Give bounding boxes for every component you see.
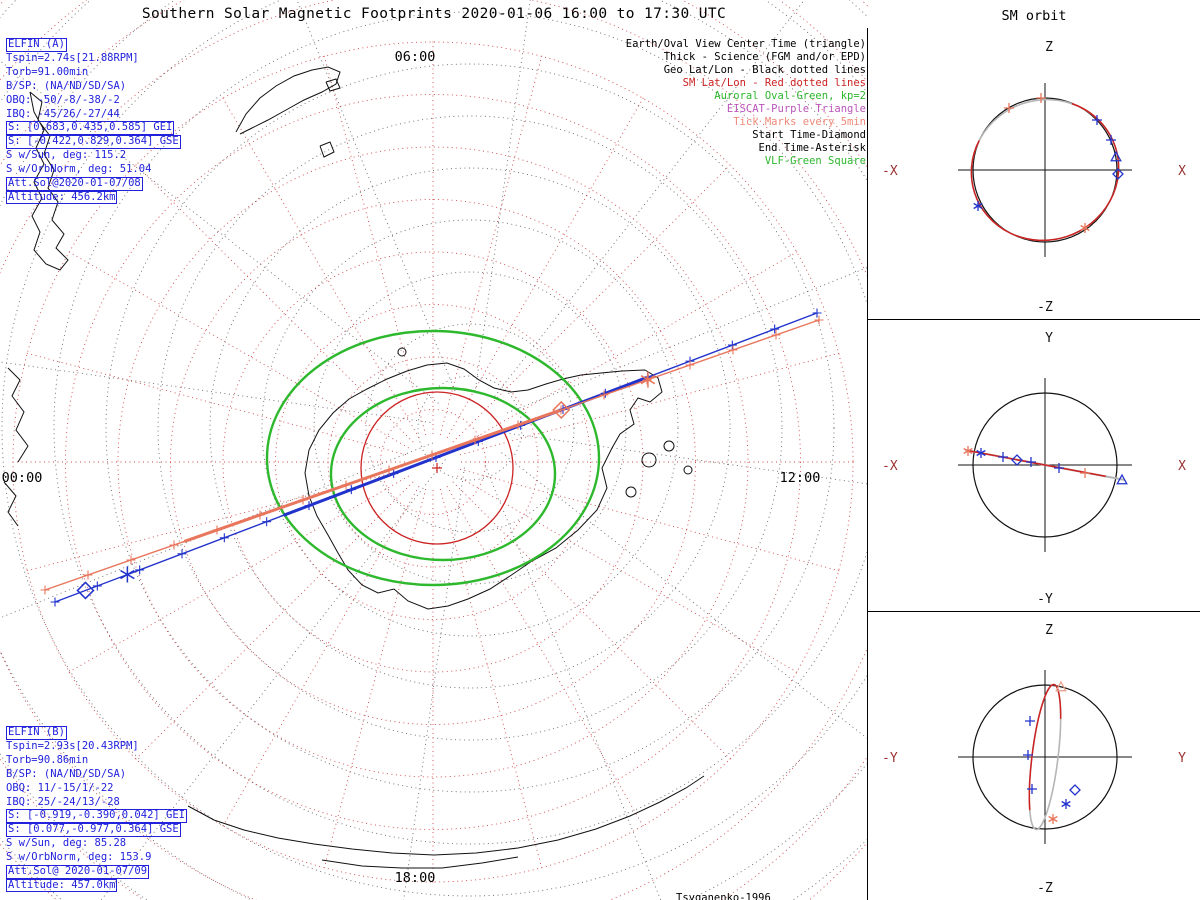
text-line: OBQ: -50/-8/-38/-2 xyxy=(6,93,120,106)
boxed-text-link[interactable]: Altitude: 456.2km xyxy=(6,190,118,205)
orbit-visible-arc xyxy=(968,449,1106,478)
boxed-text-link[interactable]: S: [-0.919,-0.390,0.042] GEI xyxy=(6,809,188,823)
elfin-b-info-block: ELFIN (B) Tspin=2.93s[20.43RPM] Torb=90.86… xyxy=(6,726,188,893)
sm-orbit-panel-xz: Z -Z -X X xyxy=(882,40,1186,315)
text-line: Geo Lat/Lon - Black dotted lines xyxy=(663,64,866,76)
boxed-text-link[interactable]: Altitude: 457.0km xyxy=(6,878,118,893)
footprint-elfin-a xyxy=(50,308,822,607)
boxed-text-link[interactable]: ELFIN (A) xyxy=(6,38,67,52)
earth-circle xyxy=(972,684,1118,830)
axis-label: Y xyxy=(1178,751,1186,766)
polar-footprint-map xyxy=(0,0,868,900)
axis-labels: Y -Y -X X xyxy=(882,331,1186,607)
text-line: Tick Marks every 5min xyxy=(733,116,866,128)
text-line: ELFIN (A) xyxy=(6,38,181,52)
orbit-markers xyxy=(963,446,1128,485)
boxed-text-link[interactable]: ELFIN (B) xyxy=(6,726,67,740)
coastlines xyxy=(3,66,705,869)
orbit-markers xyxy=(1023,680,1081,824)
text-line: S: [-0.919,-0.390,0.042] GEI xyxy=(6,809,188,823)
axis-label: X xyxy=(1178,164,1186,179)
text-line: S w/Sun, deg: 115.2 xyxy=(6,149,127,162)
axis-labels: Z -Z -X X xyxy=(882,40,1186,315)
text-line: S: [0.077,-0.977,0.364] GSE xyxy=(6,823,187,837)
sm-orbit-title: SM orbit xyxy=(1001,8,1067,24)
axis-label: Z xyxy=(1045,623,1053,638)
boxed-text-link[interactable]: Att.Sol@2020-01-07/08 xyxy=(6,177,143,191)
earth-circle xyxy=(972,392,1118,538)
auroral-oval xyxy=(265,329,601,587)
text-line: Tspin=2.93s[20.43RPM] xyxy=(6,739,139,752)
axis-label: -Z xyxy=(1037,300,1053,315)
axis-label: X xyxy=(1178,459,1186,474)
axis-label: -X xyxy=(882,164,898,179)
axes-cross xyxy=(958,670,1132,844)
axis-label: -X xyxy=(882,459,898,474)
column-divider xyxy=(867,28,868,900)
text-line: SM Lat/Lon - Red dotted lines xyxy=(682,77,866,89)
page-title: Southern Solar Magnetic Footprints 2020-… xyxy=(141,6,727,22)
text-line: S w/Sun, deg: 85.28 xyxy=(6,837,127,850)
orbit-visible-arc xyxy=(970,98,1120,242)
boxed-text-link[interactable]: S: [0.683,0.435,0.585] GEI xyxy=(6,121,175,135)
text-line: EISCAT-Purple Triangle xyxy=(726,103,866,115)
axis-label: -Y xyxy=(882,751,898,766)
text-line: Att.Sol@2020-01-07/08 xyxy=(6,177,181,191)
panel-divider-2 xyxy=(867,611,1200,612)
text-line: ELFIN (B) xyxy=(6,726,187,740)
elfin-a-info-block: ELFIN (A) Tspin=2.74s[21.88RPM] Torb=91.00… xyxy=(6,38,181,205)
footer: Tsyganenko-1996 Created: Mon Jan 23 15:1… xyxy=(676,860,885,900)
footprint-elfin-b xyxy=(40,315,824,595)
text-line: B/SP: (NA/ND/SD/SA) xyxy=(6,767,127,780)
text-line: S: [-0.422,0.829,0.364] GSE xyxy=(6,135,181,149)
oval-view-circle xyxy=(360,391,514,545)
text-line: Thick - Science (FGM and/or EPD) xyxy=(663,51,866,63)
text-line: Auroral Oval-Green, kp=2 xyxy=(714,90,866,102)
axis-label: -Y xyxy=(1037,592,1053,607)
panel-divider-1 xyxy=(867,319,1200,320)
text-line: IBQ: 25/-24/13/-28 xyxy=(6,795,120,808)
sm-grid xyxy=(0,0,868,900)
axis-label: Y xyxy=(1045,331,1053,346)
axis-labels: Z -Z -Y Y xyxy=(882,623,1186,896)
axes-cross xyxy=(958,83,1132,257)
text-line: B/SP: (NA/ND/SD/SA) xyxy=(6,79,127,92)
model-label: Tsyganenko-1996 xyxy=(676,892,771,900)
geo-grid xyxy=(0,0,868,900)
axis-label: -Z xyxy=(1037,881,1053,896)
boxed-text-link[interactable]: S: [0.077,-0.977,0.364] GSE xyxy=(6,823,181,837)
text-line: Tspin=2.74s[21.88RPM] xyxy=(6,51,139,64)
text-line: Earth/Oval View Center Time (triangle) xyxy=(625,38,866,50)
sm-orbit-panel-xy: Y -Y -X X xyxy=(882,331,1186,607)
text-line: Att.Sol@ 2020-01-07/09 xyxy=(6,865,187,879)
orbit-markers xyxy=(973,93,1124,233)
text-line: Torb=90.86min xyxy=(6,753,89,766)
text-line: S w/OrbNorm, deg: 51.04 xyxy=(6,163,152,176)
text-line: S w/OrbNorm, deg: 153.9 xyxy=(6,851,152,864)
legend: Earth/Oval View Center Time (triangle) Th… xyxy=(626,38,866,168)
axis-label: Z xyxy=(1045,40,1053,55)
text-line: OBQ: 11/-15/1/-22 xyxy=(6,781,114,794)
boxed-text-link[interactable]: S: [-0.422,0.829,0.364] GSE xyxy=(6,135,181,149)
sm-orbit-panel-yz: Z -Z -Y Y xyxy=(882,623,1186,896)
text-line: Altitude: 456.2km xyxy=(6,190,181,205)
text-line: End Time-Asterisk xyxy=(758,142,866,154)
text-line: Altitude: 457.0km xyxy=(6,878,187,893)
text-line: IBQ: -45/26/-27/44 xyxy=(6,107,120,120)
text-line: S: [0.683,0.435,0.585] GEI xyxy=(6,121,181,135)
text-line: Start Time-Diamond xyxy=(752,129,866,141)
text-line: VLF-Green Square xyxy=(764,155,866,167)
text-line: Torb=91.00min xyxy=(6,65,89,78)
boxed-text-link[interactable]: Att.Sol@ 2020-01-07/09 xyxy=(6,865,150,879)
